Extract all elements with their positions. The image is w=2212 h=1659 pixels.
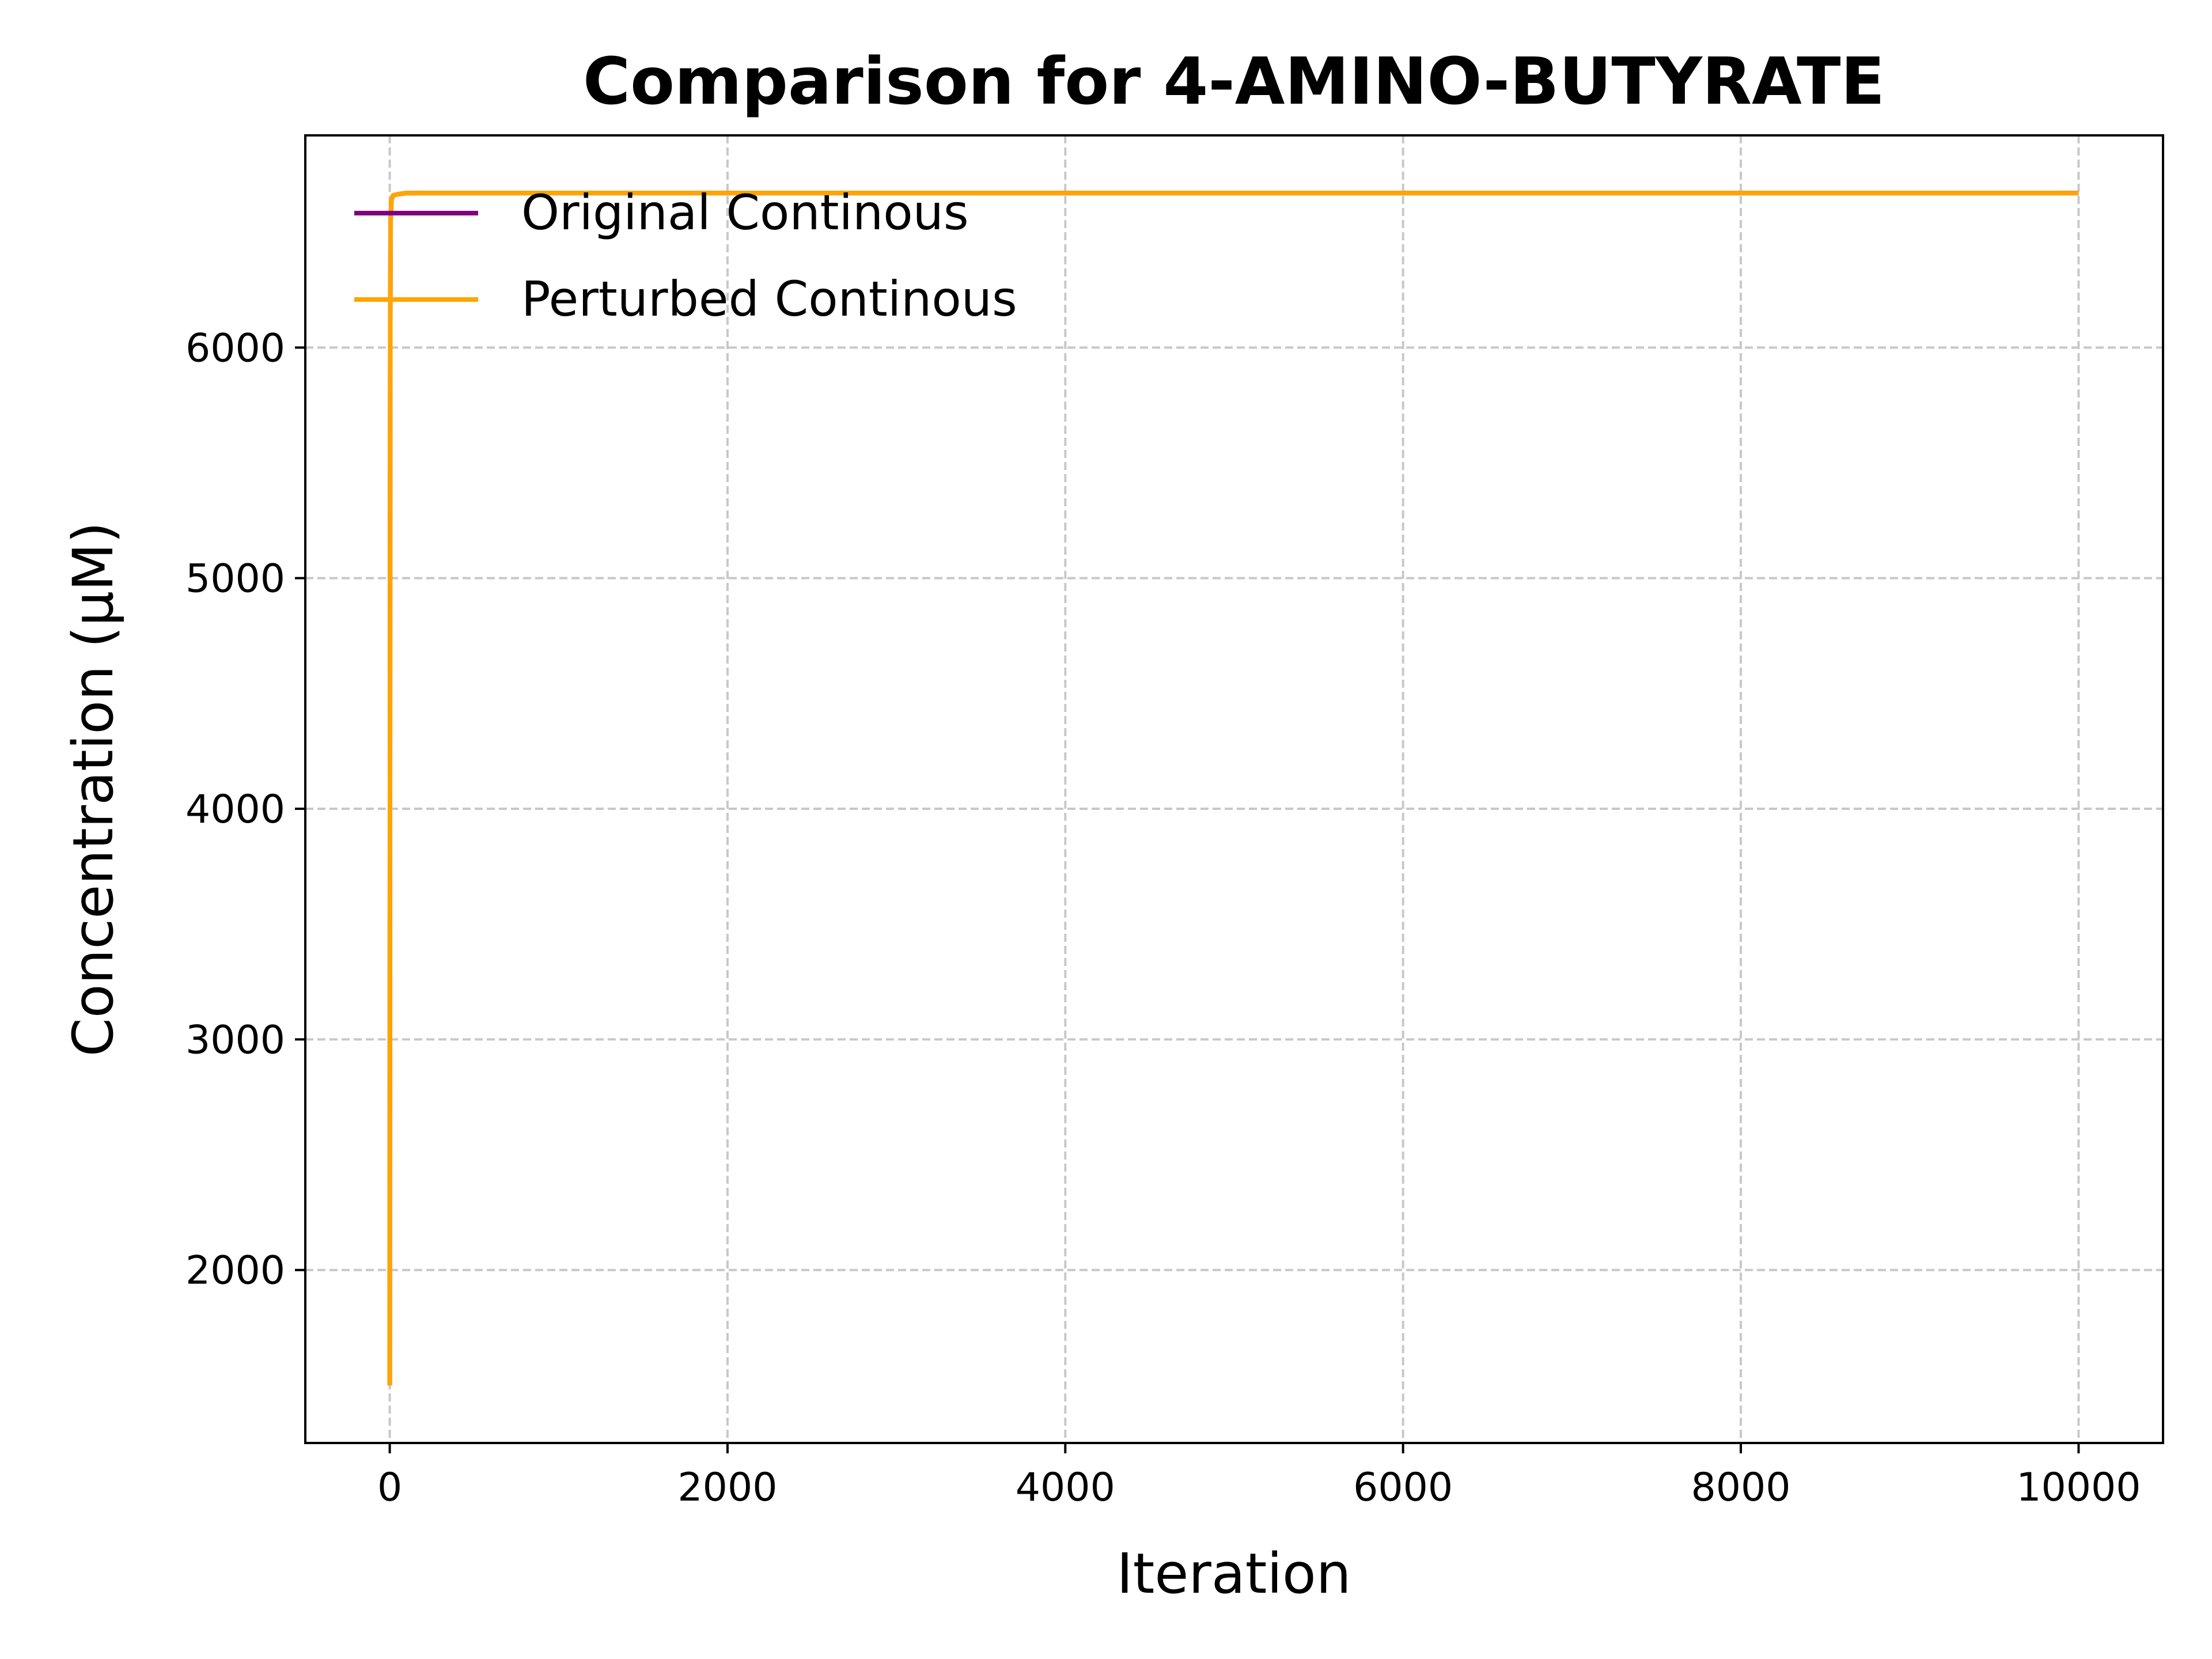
y-tick-label: 6000	[185, 325, 285, 371]
x-tick-label: 8000	[1691, 1465, 1791, 1510]
series-lines	[387, 191, 2079, 1385]
chart-title: Comparison for 4-AMINO-BUTYRATE	[583, 44, 1885, 119]
x-tick-label: 4000	[1016, 1465, 1115, 1510]
y-tick-label: 5000	[185, 556, 285, 602]
legend-label: Original Continous	[521, 184, 969, 241]
axis-ticks: 0 2000 4000 6000 8000 10000 2000 3000 4000 5000 60…	[185, 325, 2141, 1510]
legend-label: Perturbed Continous	[521, 271, 1017, 327]
series-line-2	[387, 191, 2079, 1385]
y-tick-label: 2000	[185, 1248, 285, 1294]
x-tick-label: 10000	[2016, 1465, 2141, 1510]
x-tick-label: 2000	[677, 1465, 777, 1510]
plot-frame	[304, 134, 2164, 1444]
series-line-1	[387, 191, 2079, 1385]
y-axis-label: Concentration (μM)	[61, 522, 126, 1056]
x-tick-label: 0	[377, 1465, 402, 1510]
gridlines	[305, 135, 2163, 1443]
x-tick-label: 6000	[1353, 1465, 1453, 1510]
y-tick-label: 4000	[185, 787, 285, 832]
y-tick-label: 3000	[185, 1017, 285, 1063]
x-axis-label: Iteration	[1116, 1541, 1351, 1606]
legend: Original Continous Perturbed Continous	[354, 184, 1017, 327]
